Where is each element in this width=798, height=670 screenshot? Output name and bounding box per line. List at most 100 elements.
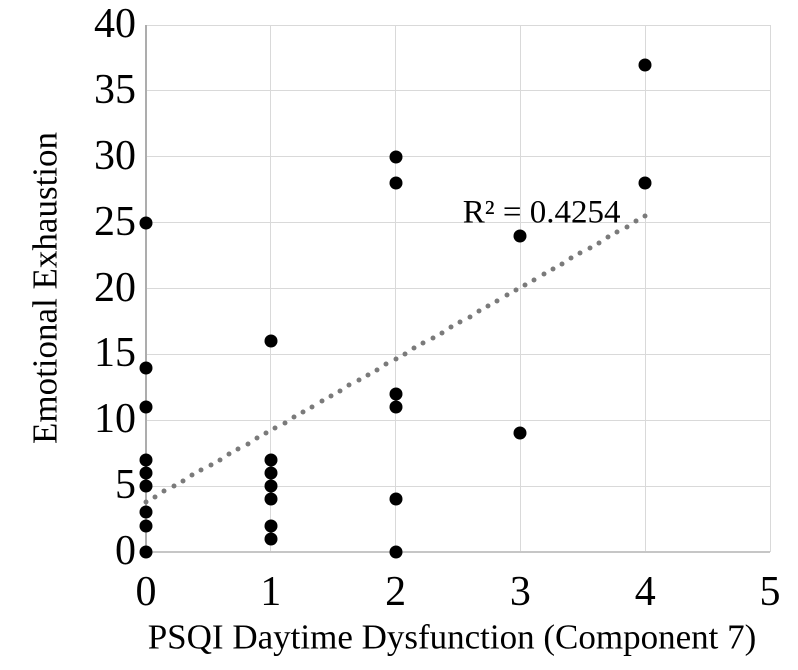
x-tick-label: 2: [385, 569, 407, 615]
trendline-dot: [624, 224, 630, 230]
trendline-dot: [568, 255, 574, 261]
trendline-dot: [272, 425, 278, 431]
trendline-dot: [217, 457, 223, 463]
trendline-dot: [522, 282, 528, 288]
trendline-dot: [541, 271, 546, 277]
v-gridline: [395, 25, 397, 552]
v-gridline: [769, 25, 771, 552]
trendline-dot: [550, 266, 556, 272]
v-gridline: [519, 25, 521, 552]
y-tick-label: 20: [94, 264, 136, 311]
trendline-dot: [383, 361, 389, 367]
trendline-dot: [420, 340, 426, 346]
trendline-dot: [374, 367, 380, 373]
trendline-dot: [448, 324, 454, 330]
trendline-dot: [642, 213, 648, 219]
trendline-dot: [513, 287, 519, 293]
r-squared-annotation: R² = 0.4254: [462, 194, 621, 231]
trendline-dot: [245, 441, 251, 447]
trendline-dot: [235, 446, 241, 452]
h-gridline: [146, 24, 770, 26]
trendline-dot: [319, 398, 325, 404]
trendline-dot: [411, 345, 417, 351]
data-point: [264, 453, 278, 467]
data-point: [264, 492, 278, 506]
x-tick-label: 4: [634, 569, 656, 615]
trendline-dot: [328, 393, 334, 399]
h-gridline: [146, 288, 770, 289]
trendline-dot: [161, 488, 167, 494]
y-axis-title: Emotional Exhaustion: [25, 131, 65, 445]
data-point: [139, 545, 153, 559]
trendline-dot: [393, 356, 399, 362]
trendline-dot: [300, 409, 306, 415]
trendline-dot: [208, 462, 214, 468]
trendline-dot: [198, 467, 204, 473]
trendline-dot: [476, 308, 482, 314]
data-point: [513, 426, 527, 440]
y-tick-label: 10: [94, 396, 136, 443]
trendline-dot: [365, 372, 371, 378]
trendline-dot: [485, 303, 491, 309]
y-tick-label: 15: [94, 330, 136, 377]
y-tick-label: 40: [94, 1, 136, 48]
trendline-dot: [291, 414, 297, 420]
trendline-dot: [356, 377, 362, 383]
h-gridline: [146, 353, 770, 355]
data-point: [638, 58, 652, 72]
trendline-dot: [633, 218, 639, 224]
data-point: [264, 466, 278, 480]
trendline-dot: [577, 250, 583, 256]
trendline-dot: [605, 234, 611, 240]
trendline-dot: [402, 351, 408, 357]
trendline-dot: [180, 478, 186, 484]
data-point: [638, 176, 652, 190]
trendline-dot: [282, 420, 288, 426]
x-tick-label: 3: [509, 569, 531, 615]
y-tick-label: 0: [115, 528, 136, 575]
data-point: [389, 150, 403, 164]
x-tick-label: 1: [260, 569, 282, 615]
trendline-dot: [254, 435, 260, 441]
trendline-dot: [346, 382, 352, 388]
data-point: [139, 400, 153, 414]
trendline-dot: [614, 229, 620, 235]
data-point: [139, 361, 153, 375]
data-point: [264, 479, 278, 493]
h-gridline: [146, 419, 770, 421]
trendline-dot: [226, 451, 232, 457]
data-point: [389, 545, 403, 559]
trendline-dot: [494, 298, 500, 304]
trendline-dot: [337, 388, 343, 394]
y-tick-label: 25: [94, 198, 136, 245]
data-point: [513, 229, 527, 243]
trendline-dot: [143, 499, 149, 505]
trendline-dot: [189, 472, 195, 478]
trendline-dot: [457, 319, 463, 325]
trendline-dot: [467, 314, 473, 320]
h-gridline: [146, 222, 770, 224]
data-point: [389, 176, 403, 190]
trendline-dot: [596, 240, 602, 245]
x-tick-label: 5: [759, 569, 781, 615]
x-tick-label: 0: [135, 569, 157, 615]
y-tick-label: 5: [115, 462, 136, 509]
trendline-dot: [309, 404, 315, 410]
data-point: [264, 334, 278, 348]
trendline-dot: [559, 261, 565, 267]
data-point: [264, 532, 278, 546]
data-point: [139, 519, 153, 533]
x-axis-title: PSQI Daytime Dysfunction (Component 7): [147, 617, 757, 657]
trendline-dot: [152, 494, 158, 500]
trendline-dot: [171, 483, 177, 489]
x-axis-line: [145, 551, 770, 553]
data-point: [139, 479, 153, 493]
data-point: [264, 519, 278, 533]
trendline-dot: [439, 330, 445, 335]
trendline-dot: [263, 430, 269, 436]
h-gridline: [146, 485, 770, 487]
h-gridline: [146, 90, 770, 92]
trendline-dot: [531, 277, 537, 283]
